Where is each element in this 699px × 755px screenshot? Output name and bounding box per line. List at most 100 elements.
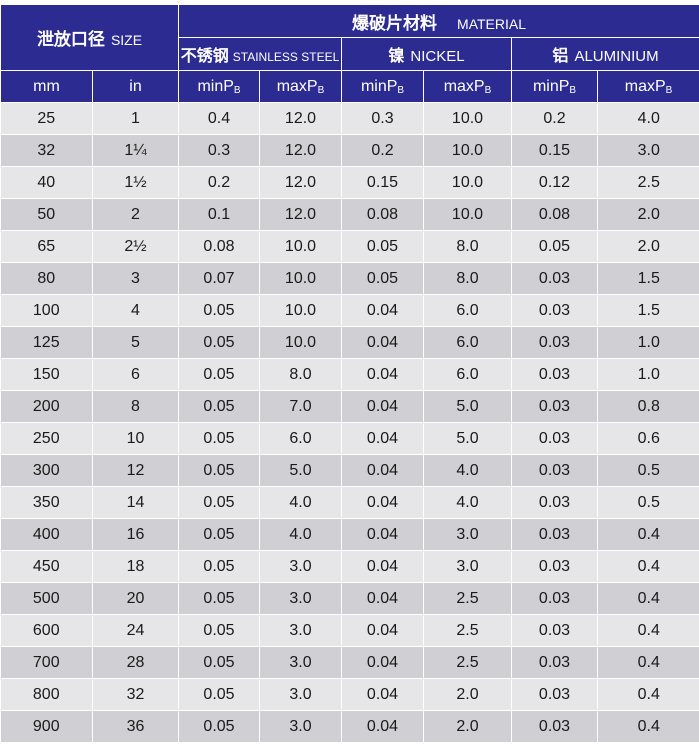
size-in-cell: 2½ (92, 230, 179, 263)
table-body: 25 1 0.4 12.0 0.3 10.0 0.2 4.0 32 1¼ 0.3 12.0 0.2 10.… (0, 102, 699, 743)
size-mm-cell: 600 (0, 614, 93, 647)
size-mm-cell: 250 (0, 422, 93, 455)
size-header-cn: 泄放口径 (36, 30, 105, 49)
size-in-cell: 1¼ (92, 134, 179, 167)
nickel-min-cell: 0.05 (341, 230, 424, 263)
table-row: 500 20 0.05 3.0 0.04 2.5 0.03 0.4 (0, 582, 699, 615)
size-mm-cell: 350 (0, 486, 93, 519)
table-row: 450 18 0.05 3.0 0.04 3.0 0.03 0.4 (0, 550, 699, 583)
stainless-min-cell: 0.05 (178, 518, 260, 551)
stainless-max-cell: 12.0 (259, 134, 342, 167)
min-label: minP (532, 77, 570, 95)
aluminium-min-cell: 0.03 (511, 454, 598, 487)
aluminium-min-cell: 0.05 (511, 230, 598, 263)
stainless-min-cell: 0.05 (178, 582, 260, 615)
nickel-max-cell: 6.0 (423, 358, 512, 391)
stainless-min-cell: 0.08 (178, 230, 260, 263)
stainless-min-cell: 0.05 (178, 390, 260, 423)
nickel-max-cell: 10.0 (423, 166, 512, 199)
stainless-min-cell: 0.07 (178, 262, 260, 295)
nickel-min-cell: 0.3 (341, 102, 424, 135)
material-header-en: MATERIAL (457, 15, 527, 32)
aluminium-max-header: maxPB (596, 70, 699, 103)
nickel-min-cell: 0.04 (341, 454, 424, 487)
nickel-max-cell: 2.5 (423, 614, 512, 647)
material-stainless-cn: 不锈钢 (180, 48, 229, 65)
stainless-max-cell: 4.0 (259, 486, 342, 519)
size-in-cell: 2 (92, 198, 179, 231)
nickel-max-cell: 8.0 (423, 262, 512, 295)
stainless-max-cell: 8.0 (259, 358, 342, 391)
stainless-max-cell: 3.0 (259, 710, 342, 743)
size-mm-cell: 32 (0, 134, 93, 167)
nickel-max-header: maxPB (423, 70, 512, 103)
size-in-cell: 20 (92, 582, 179, 615)
table-row: 50 2 0.1 12.0 0.08 10.0 0.08 2.0 (0, 198, 699, 231)
aluminium-min-cell: 0.03 (511, 678, 598, 711)
size-in-cell: 12 (92, 454, 179, 487)
aluminium-min-cell: 0.15 (511, 134, 598, 167)
aluminium-min-cell: 0.03 (511, 390, 598, 423)
stainless-min-cell: 0.4 (178, 102, 260, 135)
aluminium-max-cell: 0.4 (597, 550, 699, 583)
nickel-max-cell: 10.0 (423, 102, 512, 135)
aluminium-max-cell: 1.5 (597, 294, 699, 327)
nickel-max-cell: 2.5 (423, 646, 512, 679)
nickel-min-cell: 0.04 (341, 358, 424, 391)
aluminium-max-cell: 1.5 (597, 262, 699, 295)
table-row: 25 1 0.4 12.0 0.3 10.0 0.2 4.0 (0, 102, 699, 135)
p-subscript: B (665, 84, 673, 96)
nickel-min-cell: 0.04 (341, 614, 424, 647)
aluminium-min-cell: 0.03 (511, 486, 598, 519)
nickel-max-cell: 2.5 (423, 582, 512, 615)
aluminium-max-cell: 1.0 (597, 358, 699, 391)
aluminium-max-cell: 0.6 (597, 422, 699, 455)
material-aluminium-header: 铝 ALUMINIUM (510, 37, 699, 71)
aluminium-max-cell: 0.4 (597, 614, 699, 647)
aluminium-max-cell: 2.0 (597, 230, 699, 263)
stainless-min-cell: 0.05 (178, 326, 260, 359)
aluminium-max-cell: 0.5 (597, 454, 699, 487)
table-row: 65 2½ 0.08 10.0 0.05 8.0 0.05 2.0 (0, 230, 699, 263)
aluminium-min-cell: 0.08 (511, 198, 598, 231)
nickel-max-cell: 3.0 (423, 518, 512, 551)
size-mm-cell: 100 (0, 294, 93, 327)
material-stainless-header: 不锈钢 STAINLESS STEEL (178, 37, 342, 71)
aluminium-min-cell: 0.03 (511, 294, 598, 327)
table-row: 80 3 0.07 10.0 0.05 8.0 0.03 1.5 (0, 262, 699, 295)
table-row: 100 4 0.05 10.0 0.04 6.0 0.03 1.5 (0, 294, 699, 327)
table-row: 250 10 0.05 6.0 0.04 5.0 0.03 0.6 (0, 422, 699, 455)
material-nickel-header: 镍 NICKEL (341, 37, 512, 71)
stainless-min-cell: 0.1 (178, 198, 260, 231)
aluminium-max-cell: 0.8 (597, 390, 699, 423)
stainless-min-cell: 0.05 (178, 358, 260, 391)
nickel-min-cell: 0.04 (341, 678, 424, 711)
aluminium-min-header: minPB (511, 70, 598, 103)
nickel-min-cell: 0.04 (341, 582, 424, 615)
aluminium-max-cell: 0.4 (597, 646, 699, 679)
nickel-min-cell: 0.04 (341, 422, 424, 455)
size-in-cell: 8 (92, 390, 179, 423)
table-row: 600 24 0.05 3.0 0.04 2.5 0.03 0.4 (0, 614, 699, 647)
aluminium-max-cell: 0.4 (597, 678, 699, 711)
nickel-max-cell: 4.0 (423, 486, 512, 519)
nickel-min-header: minPB (341, 70, 424, 103)
size-in-cell: 18 (92, 550, 179, 583)
size-mm-cell: 40 (0, 166, 93, 199)
nickel-max-cell: 6.0 (423, 326, 512, 359)
aluminium-min-cell: 0.03 (511, 326, 598, 359)
aluminium-min-cell: 0.03 (511, 710, 598, 743)
nickel-max-cell: 3.0 (423, 550, 512, 583)
size-mm-cell: 900 (0, 710, 93, 743)
size-mm-cell: 500 (0, 582, 93, 615)
nickel-min-cell: 0.2 (341, 134, 424, 167)
stainless-min-cell: 0.05 (178, 294, 260, 327)
p-subscript: B (484, 84, 492, 96)
table-row: 40 1½ 0.2 12.0 0.15 10.0 0.12 2.5 (0, 166, 699, 199)
size-mm-cell: 25 (0, 102, 93, 135)
min-label: minP (197, 77, 234, 95)
table-row: 800 32 0.05 3.0 0.04 2.0 0.03 0.4 (0, 678, 699, 711)
table-row: 32 1¼ 0.3 12.0 0.2 10.0 0.15 3.0 (0, 134, 699, 167)
size-in-cell: 5 (92, 326, 179, 359)
